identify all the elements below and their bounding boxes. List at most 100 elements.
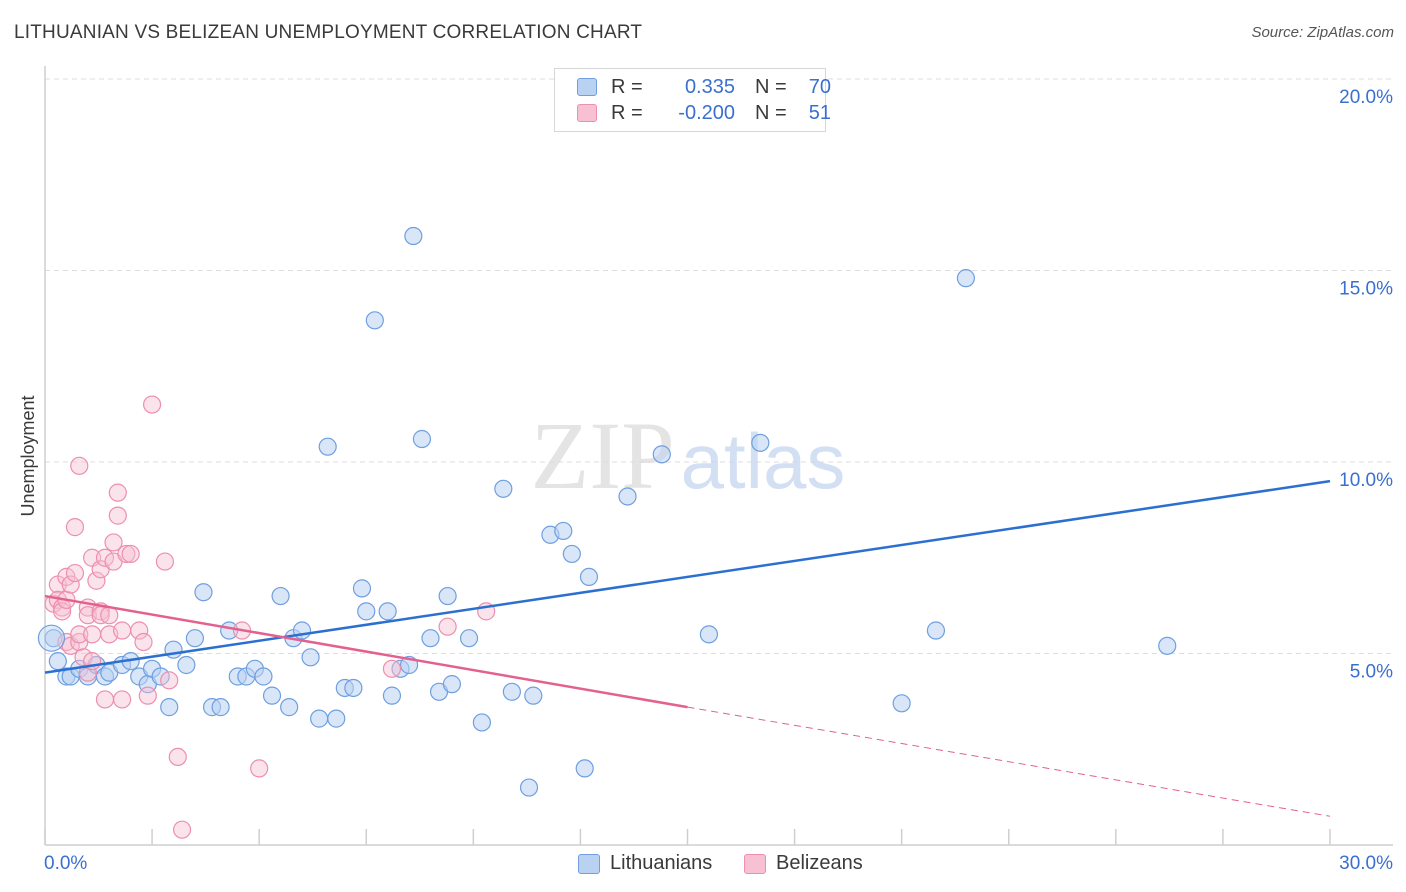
point-lithuanian — [412, 429, 432, 449]
legend-n-value: 51 — [808, 101, 831, 124]
point-lithuanian — [652, 445, 671, 464]
x-tick-label: 0.0% — [44, 853, 87, 874]
point-lithuanian — [160, 698, 179, 717]
series-swatch-pink — [744, 853, 766, 874]
point-lithuanian — [211, 698, 230, 717]
grid-lines — [45, 78, 1393, 654]
point-belizean — [250, 759, 269, 778]
point-belizean — [108, 506, 127, 525]
point-lithuanian — [956, 269, 976, 288]
point-belizean — [138, 686, 157, 705]
data-points — [37, 226, 1177, 839]
point-belizean — [70, 456, 89, 475]
point-belizean — [172, 820, 192, 839]
point-lithuanian — [1158, 636, 1177, 655]
legend-r-label: R = — [611, 75, 643, 98]
chart-title: LITHUANIAN VS BELIZEAN UNEMPLOYMENT CORR… — [14, 22, 643, 43]
watermark: ZIPatlas — [531, 402, 846, 509]
point-lithuanian — [562, 544, 581, 564]
series-swatch-blue — [578, 853, 600, 874]
point-lithuanian — [310, 709, 329, 728]
point-lithuanian — [554, 521, 573, 541]
point-lithuanian — [194, 583, 213, 602]
point-lithuanian — [618, 487, 637, 506]
point-belizean — [87, 571, 106, 590]
trend-lines — [44, 479, 1331, 817]
series-label-belizeans: Belizeans — [776, 852, 863, 874]
point-belizean — [53, 602, 72, 621]
x-tick-label: 30.0% — [1339, 853, 1393, 874]
point-belizean — [438, 617, 457, 636]
legend-row-belizeans: R = -0.200 N = 51 — [577, 102, 831, 124]
point-lithuanian — [519, 778, 539, 797]
point-lithuanian — [327, 709, 346, 728]
point-belizean — [61, 575, 80, 594]
point-belizean — [108, 483, 127, 502]
axes — [44, 66, 1393, 846]
point-lithuanian — [926, 621, 946, 640]
series-legend-belizeans: Belizeans — [744, 852, 863, 875]
point-belizean — [130, 621, 149, 640]
point-lithuanian — [262, 686, 282, 705]
series-legend: Lithuanians Belizeans — [0, 852, 1406, 878]
point-belizean — [65, 563, 85, 583]
point-lithuanian — [301, 648, 320, 667]
legend-swatch-blue — [577, 78, 597, 96]
point-belizean — [168, 747, 187, 767]
series-label-lithuanians: Lithuanians — [610, 852, 713, 874]
point-belizean — [121, 544, 140, 564]
trend-line-lithuanians — [44, 479, 1331, 674]
point-lithuanian — [472, 713, 491, 732]
point-lithuanian — [48, 652, 67, 671]
point-lithuanian — [524, 686, 543, 705]
trend-line-belizeans — [44, 594, 688, 709]
point-lithuanian — [365, 311, 384, 330]
point-lithuanian — [421, 629, 440, 648]
point-belizean — [134, 632, 153, 652]
legend-swatch-pink — [577, 104, 597, 122]
y-tick-label: 10.0% — [1339, 470, 1393, 491]
point-belizean — [104, 533, 123, 552]
point-lithuanian — [459, 629, 479, 648]
point-lithuanian — [751, 433, 770, 452]
point-lithuanian — [357, 602, 376, 621]
legend-n-value: 70 — [808, 75, 831, 98]
point-lithuanian — [177, 655, 196, 675]
point-lithuanian — [579, 567, 599, 587]
point-lithuanian — [254, 667, 273, 686]
point-lithuanian — [382, 686, 402, 705]
point-belizean — [83, 625, 102, 644]
y-tick-label: 20.0% — [1339, 87, 1393, 108]
series-legend-lithuanians: Lithuanians — [578, 852, 712, 875]
point-lithuanian — [404, 226, 423, 246]
legend-n-label: N = — [755, 101, 787, 124]
point-lithuanian — [344, 678, 363, 698]
y-tick-label: 15.0% — [1339, 279, 1393, 300]
point-belizean — [78, 663, 97, 682]
tick-labels: 5.0% 10.0% 15.0% 20.0% 0.0% 30.0% — [44, 87, 1393, 874]
point-belizean — [382, 659, 402, 678]
legend-row-lithuanians: R = 0.335 N = 70 — [577, 76, 831, 98]
point-lithuanian — [280, 698, 299, 717]
point-belizean — [70, 625, 89, 644]
point-lithuanian — [438, 586, 457, 606]
point-lithuanian — [185, 629, 205, 648]
legend-n-label: N = — [755, 75, 787, 98]
point-lithuanian — [502, 682, 521, 701]
correlation-legend: R = 0.335 N = 70 R = -0.200 N = 51 — [554, 68, 831, 132]
point-belizean — [160, 671, 179, 690]
y-axis-title: Unemployment — [18, 395, 38, 516]
point-lithuanian — [575, 759, 594, 778]
point-belizean — [117, 544, 136, 564]
legend-r-value: 0.335 — [684, 75, 735, 98]
point-belizean — [95, 548, 115, 567]
point-belizean — [112, 621, 132, 640]
source-credit: Source: ZipAtlas.com — [1251, 24, 1394, 41]
point-lithuanian — [378, 602, 397, 621]
point-belizean — [112, 690, 132, 709]
point-lithuanian — [37, 624, 66, 652]
legend-r-label: R = — [611, 101, 643, 124]
point-lithuanian — [271, 586, 290, 606]
trend-line-belizeans-extension — [687, 706, 1331, 817]
